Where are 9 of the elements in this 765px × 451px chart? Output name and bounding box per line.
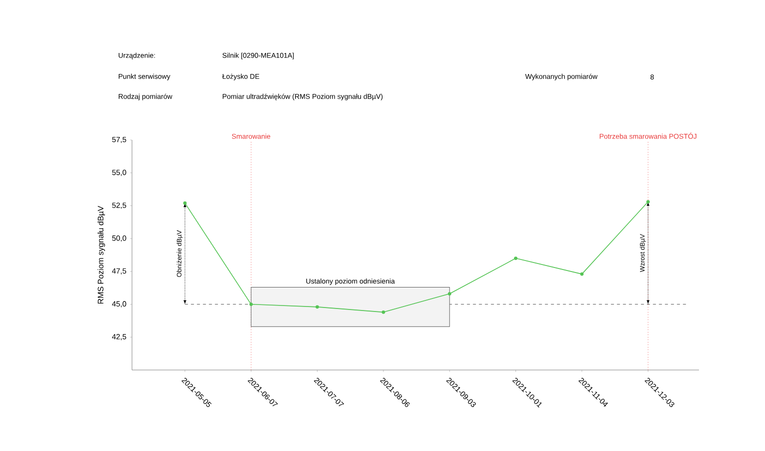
point [514,256,518,260]
y-axis-title: RMS Poziom sygnału dBµV [98,206,106,304]
point [580,272,584,276]
point [183,201,187,205]
point [316,305,319,309]
point [646,200,650,204]
point [448,292,452,296]
point [249,302,253,306]
point [382,310,386,314]
